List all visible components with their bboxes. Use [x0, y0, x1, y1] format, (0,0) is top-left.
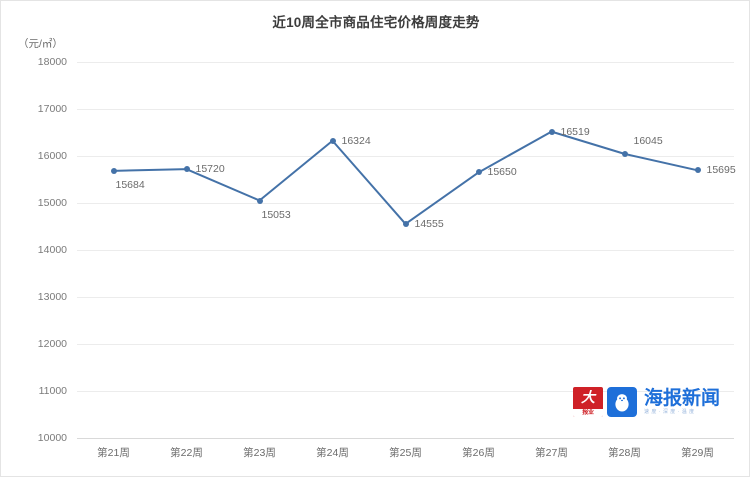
y-axis-tick-label: 18000 — [37, 56, 67, 68]
gridline — [77, 297, 734, 298]
gridline — [77, 250, 734, 251]
data-point[interactable] — [110, 167, 117, 174]
haibao-news-name: 海报新闻 速度·深度·温度 — [644, 387, 721, 416]
data-point-label: 16324 — [341, 134, 371, 147]
gridline — [77, 156, 734, 157]
haibao-news-title: 海报新闻 — [644, 387, 721, 409]
chart-title: 近10周全市商品住宅价格周度走势 — [272, 15, 480, 30]
gridline — [77, 344, 734, 345]
data-point[interactable] — [183, 166, 190, 173]
data-point[interactable] — [475, 169, 482, 176]
series-line — [112, 130, 699, 225]
x-axis-tick-label: 第22周 — [170, 447, 203, 459]
data-point[interactable] — [694, 167, 701, 174]
y-axis-tick-label: 10000 — [37, 432, 67, 444]
data-point-label: 16045 — [633, 134, 663, 147]
data-point[interactable] — [329, 137, 336, 144]
data-point-label: 16519 — [560, 125, 590, 138]
gridline — [77, 438, 734, 439]
data-point-label: 15695 — [706, 164, 736, 177]
gridline — [77, 109, 734, 110]
data-point[interactable] — [402, 220, 409, 227]
data-point-label: 15684 — [115, 178, 145, 191]
haibao-news-tagline: 速度·深度·温度 — [644, 408, 697, 415]
y-axis-tick-label: 11000 — [38, 385, 67, 397]
x-axis-tick-label: 第25周 — [389, 447, 422, 459]
x-axis-tick-label: 第27周 — [535, 447, 568, 459]
y-axis-tick-label: 15000 — [37, 197, 67, 209]
seal-icon — [607, 387, 637, 417]
x-axis-tick-label: 第29周 — [681, 447, 714, 459]
dazhong-badge-text: 报业 — [573, 409, 603, 417]
y-axis-tick-label: 17000 — [37, 103, 67, 115]
data-point-label: 14555 — [414, 217, 444, 230]
gridline — [77, 203, 734, 204]
gridline — [77, 391, 734, 392]
x-axis-tick-label: 第28周 — [608, 447, 641, 459]
gridline — [77, 62, 734, 63]
x-axis-tick-label: 第21周 — [97, 447, 130, 459]
x-axis-tick-label: 第23周 — [243, 447, 276, 459]
y-axis-tick-label: 13000 — [37, 291, 67, 303]
y-axis-unit-label: （元/㎡） — [18, 38, 63, 50]
y-axis-tick-label: 12000 — [37, 338, 67, 350]
plot-area: 15684 15720 15053 16324 14555 15650 16519 16045… — [77, 62, 736, 439]
y-axis-tick-label: 16000 — [37, 150, 67, 162]
data-point-label: 15650 — [487, 166, 517, 179]
dazhong-badge-mark: 大 — [581, 389, 595, 405]
y-axis-tick-label: 14000 — [37, 244, 67, 256]
data-point[interactable] — [256, 197, 263, 204]
data-point[interactable] — [621, 150, 628, 157]
watermark-logo: 大 报业 海报新闻 速度·深度·温度 — [573, 387, 720, 417]
x-axis-tick-label: 第26周 — [462, 447, 495, 459]
x-axis-tick-label: 第24周 — [316, 447, 349, 459]
data-point[interactable] — [548, 128, 555, 135]
dazhong-badge: 大 报业 — [573, 387, 603, 417]
data-point-label: 15053 — [261, 208, 291, 221]
data-point-label: 15720 — [195, 163, 225, 176]
